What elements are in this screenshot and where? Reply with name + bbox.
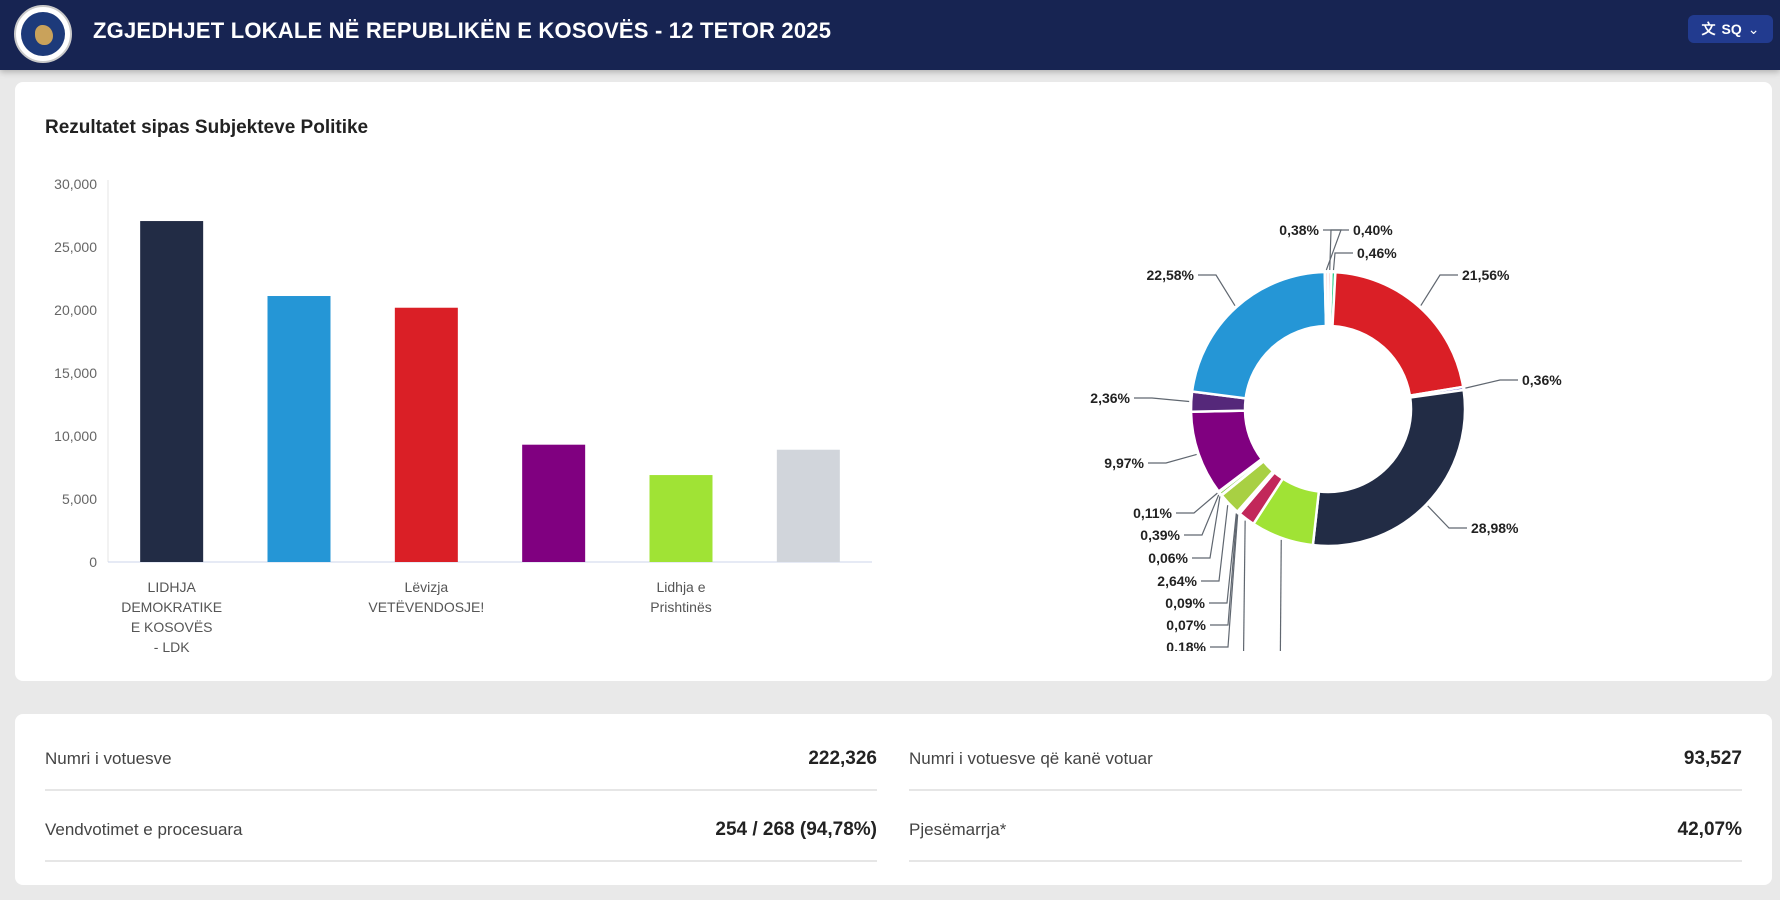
connector-line	[1210, 513, 1238, 626]
donut-slice	[1311, 388, 1467, 548]
x-category-label: Lidhja e	[656, 579, 705, 595]
slice-label: 22,58%	[1147, 267, 1195, 283]
slice-label: 0,36%	[1522, 372, 1562, 388]
page-title: ZGJEDHJET LOKALE NË REPUBLIKËN E KOSOVËS…	[93, 18, 832, 43]
y-tick-label: 5,000	[62, 491, 97, 507]
slice-label: 28,98%	[1471, 520, 1519, 536]
stat-value: 222,326	[808, 748, 877, 769]
slice-label: 0,11%	[1133, 505, 1172, 521]
bar	[394, 307, 458, 562]
stat-label: Pjesëmarrja*	[909, 820, 1007, 839]
connector-line	[1279, 539, 1282, 651]
y-tick-label: 25,000	[54, 239, 97, 255]
donut-slice	[1331, 270, 1465, 398]
connector-line	[1427, 505, 1467, 529]
donut-chart: 0,40% 0,46% 21,56% 0,36% 28,98% 0,18% 0,07% 0,0…	[1090, 222, 1562, 651]
translate-icon: 文	[1701, 21, 1716, 37]
connector-line	[1465, 379, 1518, 389]
x-category-label: - LDK	[154, 639, 190, 655]
x-category-label: DEMOKRATIKE	[121, 599, 222, 615]
stat-polling-stations: Vendvotimet e procesuara 254 / 268 (94,7…	[45, 800, 877, 862]
y-tick-label: 30,000	[54, 176, 97, 192]
slice-label: 0,09%	[1165, 595, 1205, 611]
connector-line	[1148, 453, 1197, 464]
results-title: Rezultatet sipas Subjekteve Politike	[45, 117, 369, 138]
connector-line	[1209, 513, 1237, 604]
slice-label: 0,46%	[1357, 245, 1397, 261]
bar	[267, 296, 331, 562]
bar	[140, 221, 204, 562]
y-tick-label: 15,000	[54, 365, 97, 381]
stat-value: 42,07%	[1677, 819, 1742, 840]
bar	[649, 475, 713, 562]
connector-line	[1184, 494, 1220, 536]
chevron-down-icon: ⌄	[1747, 20, 1760, 37]
connector-line	[1192, 496, 1221, 559]
language-label: SQ	[1721, 21, 1742, 37]
x-category-label: LIDHJA	[148, 579, 197, 595]
x-category-label: Prishtinës	[650, 599, 711, 615]
slice-label: 2,36%	[1090, 390, 1130, 406]
stat-registered-voters: Numri i votuesve 222,326	[45, 729, 877, 791]
donut-slice	[1323, 270, 1330, 328]
donut-slice	[1190, 270, 1328, 400]
connector-line	[1332, 252, 1353, 271]
slice-label: 21,56%	[1462, 267, 1510, 283]
connector-line	[1134, 397, 1190, 403]
stat-value: 254 / 268 (94,78%)	[715, 819, 877, 840]
y-tick-label: 20,000	[54, 302, 97, 318]
slice-label: 2,64%	[1157, 573, 1197, 589]
slice-label: 0,07%	[1166, 617, 1206, 633]
connector-line	[1420, 274, 1458, 306]
connector-line	[1323, 229, 1342, 271]
slice-label: 0,06%	[1148, 550, 1188, 566]
bar	[522, 444, 586, 562]
x-category-label: Lëvizja	[405, 579, 449, 595]
y-tick-label: 0	[89, 554, 97, 570]
stat-value: 93,527	[1683, 748, 1742, 769]
x-category-label: VETËVENDOSJE!	[368, 599, 484, 615]
connector-line	[1242, 520, 1246, 651]
slice-label: 0,40%	[1353, 222, 1393, 238]
stat-label: Vendvotimet e procesuara	[45, 820, 243, 839]
slice-label: 0,39%	[1140, 527, 1180, 543]
kqz-logo[interactable]	[14, 5, 72, 63]
stat-label: Numri i votuesve që kanë votuar	[909, 749, 1153, 768]
stat-voted: Numri i votuesve që kanë votuar 93,527	[909, 729, 1742, 791]
stat-label: Numri i votuesve	[45, 749, 172, 768]
app-header: ZGJEDHJET LOKALE NË REPUBLIKËN E KOSOVËS…	[0, 0, 1780, 70]
bar	[776, 449, 840, 562]
connector-line	[1201, 505, 1229, 582]
connector-line	[1198, 274, 1236, 307]
bar-chart: 0 5,000 10,000 15,000 20,000 25,000 30,000 LIDH…	[54, 176, 872, 655]
stat-turnout: Pjesëmarrja* 42,07%	[909, 800, 1742, 862]
connector-line	[1210, 514, 1239, 648]
language-selector[interactable]: 文 SQ ⌄	[1688, 15, 1773, 43]
slice-label: 0,18%	[1166, 639, 1206, 651]
connector-line	[1176, 492, 1218, 514]
stats-card: Numri i votuesve 222,326 Numri i votuesv…	[15, 714, 1772, 885]
slice-label: 0,38%	[1279, 222, 1319, 238]
y-tick-label: 10,000	[54, 428, 97, 444]
slice-label: 9,97%	[1104, 455, 1144, 471]
x-category-label: E KOSOVËS	[131, 619, 213, 635]
